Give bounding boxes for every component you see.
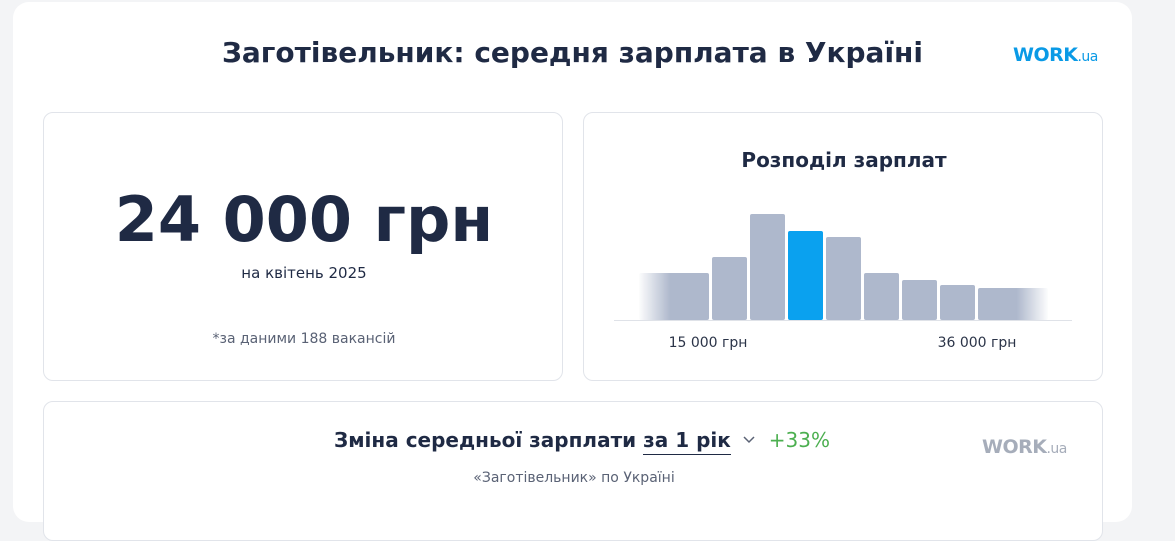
period-select[interactable]: за 1 рік: [643, 428, 731, 455]
logo-suffix: .ua: [1046, 441, 1067, 457]
x-tick-label: 15 000 грн: [669, 335, 748, 351]
chevron[interactable]: [742, 435, 756, 445]
change-subtitle: «Заготівельник» по Україні: [473, 470, 675, 486]
histogram-bar: [902, 280, 937, 320]
salary-card: 24 000 грн на квітень 2025 *за даними 18…: [43, 112, 563, 381]
page: Заготівельник: середня зарплата в Україн…: [13, 2, 1132, 541]
page-title: Заготівельник: середня зарплата в Україн…: [222, 36, 923, 69]
logo[interactable]: WORK.ua: [1013, 44, 1098, 66]
salary-period: на квітень 2025: [241, 264, 367, 282]
change-title: Зміна середньої зарплати: [334, 428, 637, 452]
distribution-card: Розподіл зарплат 15 000 грн 36 000 грн: [583, 112, 1103, 381]
logo-main: WORK: [982, 436, 1047, 458]
logo-suffix: .ua: [1077, 49, 1098, 65]
x-tick-label: 36 000 грн: [938, 335, 1017, 351]
bar-fade: [638, 272, 710, 321]
change-heading: Зміна середньої зарплати за 1 рік +33%: [334, 428, 831, 455]
salary-value: 24 000 грн: [114, 183, 494, 256]
bar-fade: [977, 287, 1049, 321]
histogram-bar: [750, 214, 785, 320]
histogram-bar: [864, 273, 899, 320]
salary-note: *за даними 188 вакансій: [212, 331, 396, 347]
histogram-bar: [712, 257, 747, 320]
histogram-bar: [788, 231, 823, 320]
histogram: 15 000 грн 36 000 грн: [614, 214, 1072, 351]
logo-main: WORK: [1013, 44, 1078, 66]
distribution-title: Розподіл зарплат: [741, 148, 947, 172]
logo: WORK.ua: [982, 436, 1067, 458]
change-delta: +33%: [768, 428, 831, 452]
change-card: Зміна середньої зарплати за 1 рік +33% «…: [43, 401, 1103, 541]
histogram-bar: [940, 285, 975, 320]
histogram-bar: [826, 237, 861, 320]
